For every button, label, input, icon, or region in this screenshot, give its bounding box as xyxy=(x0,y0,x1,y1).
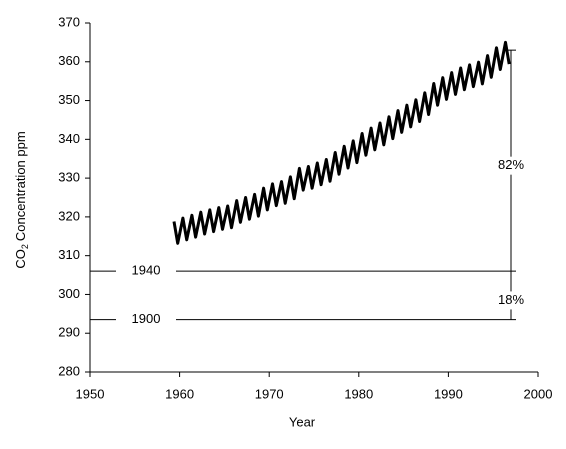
y-tick-label: 290 xyxy=(58,325,80,340)
y-tick-label: 350 xyxy=(58,92,80,107)
y-tick-label: 360 xyxy=(58,53,80,68)
y-tick-label: 320 xyxy=(58,208,80,223)
y-tick-label: 310 xyxy=(58,247,80,262)
percent-label: 82% xyxy=(498,157,524,172)
x-tick-label: 1970 xyxy=(255,386,284,401)
x-tick-label: 1960 xyxy=(165,386,194,401)
x-axis-label: Year xyxy=(289,414,316,429)
x-tick-label: 1990 xyxy=(434,386,463,401)
y-tick-label: 340 xyxy=(58,131,80,146)
y-tick-label: 300 xyxy=(58,286,80,301)
y-tick-label: 370 xyxy=(58,14,80,29)
label-bg xyxy=(491,156,531,175)
percent-label: 18% xyxy=(498,292,524,307)
y-tick-label: 330 xyxy=(58,170,80,185)
x-tick-label: 1950 xyxy=(76,386,105,401)
y-tick-label: 280 xyxy=(58,363,80,378)
co2-line xyxy=(172,40,511,245)
y-axis-label: CO2Concentration ppm xyxy=(13,131,30,268)
reference-label: 1940 xyxy=(132,263,161,278)
reference-label: 1900 xyxy=(132,311,161,326)
x-tick-label: 2000 xyxy=(524,386,553,401)
x-tick-label: 1980 xyxy=(344,386,373,401)
label-bg xyxy=(491,291,531,310)
